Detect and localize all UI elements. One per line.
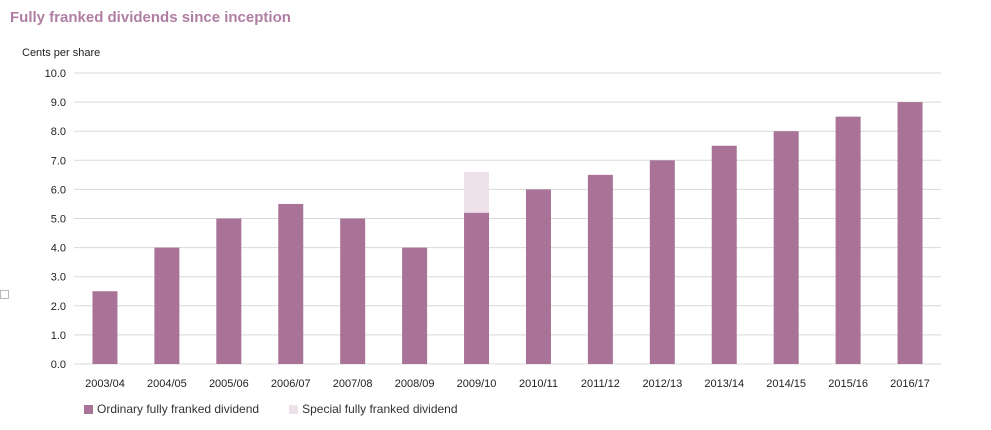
y-tick-label: 8.0 (51, 126, 66, 138)
y-tick-label: 10.0 (45, 68, 66, 80)
bar-ordinary (92, 291, 118, 364)
bar-ordinary (587, 174, 613, 364)
y-tick-label: 1.0 (51, 330, 66, 342)
chart-legend: Ordinary fully franked dividend Special … (84, 402, 488, 416)
bar-ordinary (649, 160, 675, 364)
legend-item-ordinary: Ordinary fully franked dividend (84, 402, 259, 416)
x-tick-label: 2014/15 (766, 378, 806, 390)
x-tick-label: 2008/09 (395, 378, 435, 390)
y-tick-label: 9.0 (51, 97, 66, 109)
y-tick-label: 6.0 (51, 184, 66, 196)
legend-item-special: Special fully franked dividend (289, 402, 458, 416)
bar-ordinary (464, 212, 490, 364)
chart-title: Fully franked dividends since inception (10, 9, 291, 26)
y-tick-label: 3.0 (51, 272, 66, 284)
bar-special (464, 171, 490, 213)
bar-ordinary (525, 189, 551, 364)
x-tick-label: 2016/17 (890, 378, 930, 390)
bar-ordinary (897, 102, 923, 364)
legend-swatch-ordinary (84, 404, 93, 414)
x-tick-label: 2005/06 (209, 378, 249, 390)
bar-chart: 0.0 1.0 2.0 3.0 4.0 5.0 6.0 7.0 8.0 9.0 10.0 2003/0… (45, 68, 941, 390)
bar-ordinary (340, 218, 366, 364)
x-tick-label: 2003/04 (85, 378, 125, 390)
bar-ordinary (711, 145, 737, 364)
x-tick-label: 2010/11 (519, 378, 558, 390)
y-tick-label: 0.0 (51, 359, 66, 371)
y-tick-label: 4.0 (51, 243, 66, 255)
x-tick-label: 2013/14 (704, 378, 744, 390)
x-tick-label: 2012/13 (642, 378, 682, 390)
y-tick-label: 7.0 (51, 155, 66, 167)
bar-ordinary (278, 203, 304, 364)
x-tick-label: 2007/08 (333, 378, 373, 390)
x-tick-label: 2006/07 (271, 378, 311, 390)
legend-label-special: Special fully franked dividend (302, 402, 458, 416)
y-tick-label: 5.0 (51, 214, 66, 226)
bar-ordinary (216, 218, 242, 364)
y-tick-label: 2.0 (51, 301, 66, 313)
x-tick-label: 2011/12 (581, 378, 620, 390)
x-tick-label: 2009/10 (457, 378, 497, 390)
x-tick-label: 2015/16 (828, 378, 868, 390)
legend-swatch-special (289, 404, 299, 414)
page-marker (0, 290, 9, 299)
x-tick-label: 2004/05 (147, 378, 187, 390)
bar-ordinary (154, 247, 180, 364)
y-axis-label: Cents per share (22, 47, 101, 59)
legend-label-ordinary: Ordinary fully franked dividend (97, 402, 260, 416)
bar-ordinary (402, 247, 428, 364)
bar-ordinary (773, 131, 799, 364)
bar-ordinary (835, 116, 861, 365)
